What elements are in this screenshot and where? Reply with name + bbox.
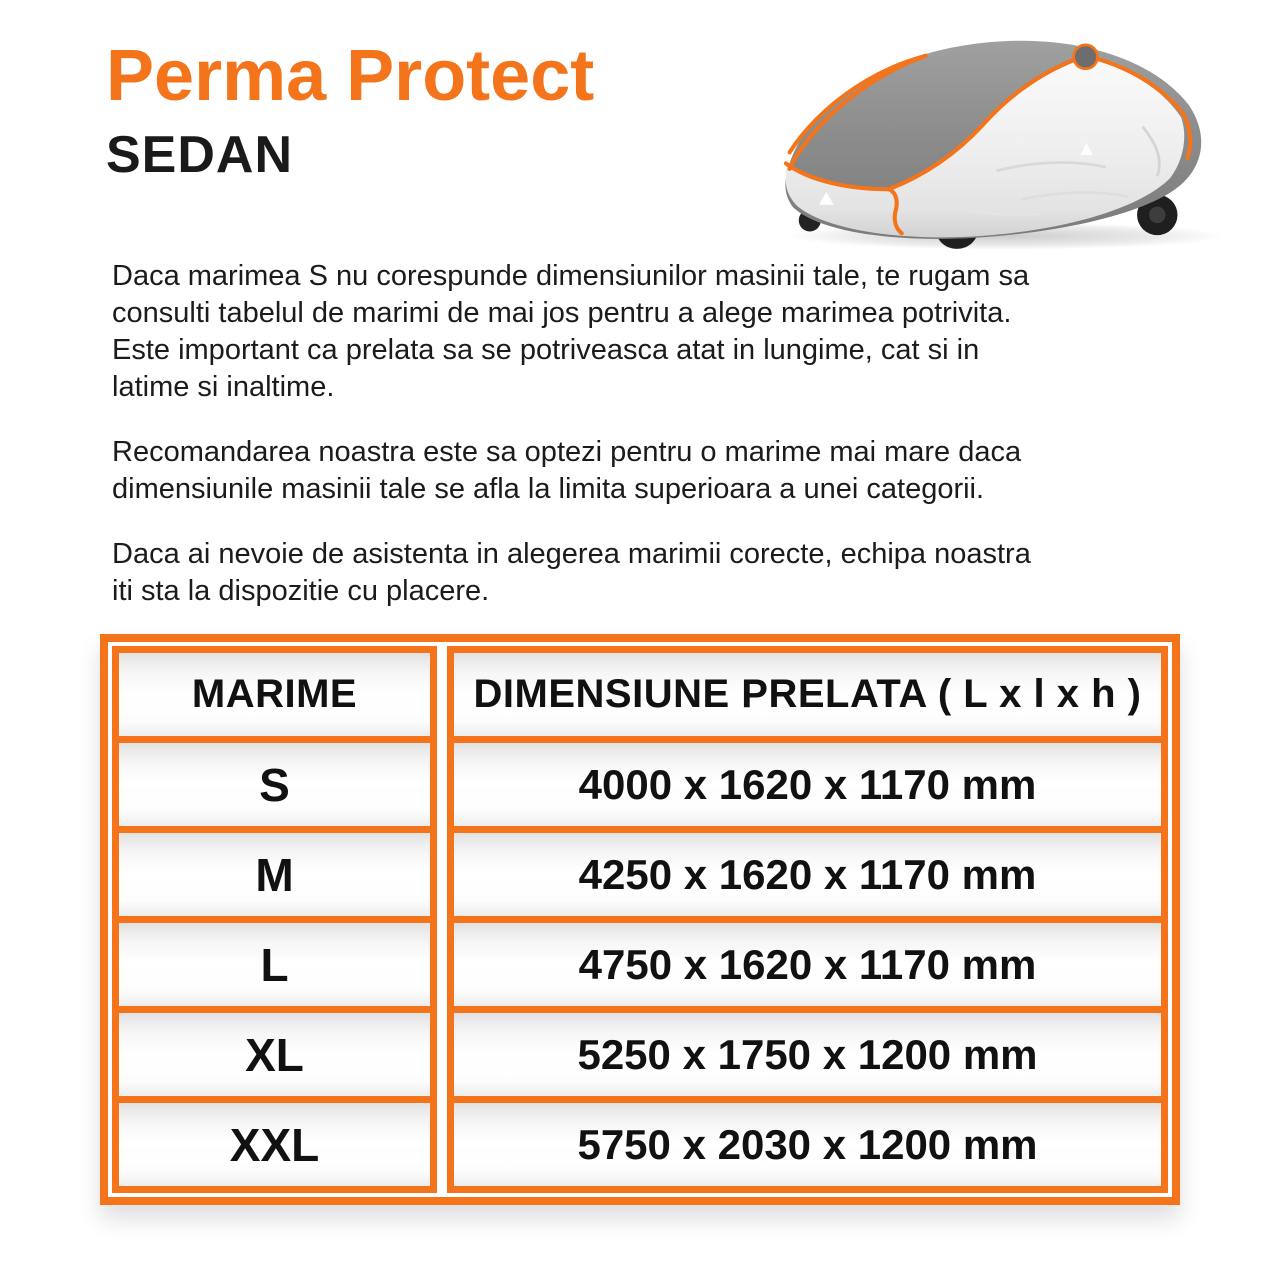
- dimension-cell: 4250 x 1620 x 1170 mm: [447, 826, 1168, 923]
- intro-paragraph-2: Recomandarea noastra este sa optezi pent…: [112, 434, 1202, 508]
- product-subtitle: SEDAN: [106, 126, 294, 185]
- paragraph-line: Recomandarea noastra este sa optezi pent…: [112, 436, 1022, 468]
- paragraph-line: latime si inaltime.: [112, 371, 335, 403]
- size-table: MARIME DIMENSIUNE PRELATA ( L x l x h ) …: [100, 634, 1180, 1205]
- triangle-marker: [818, 191, 834, 205]
- table-row: M 4250 x 1620 x 1170 mm: [112, 826, 1168, 923]
- table-header-marime: MARIME: [112, 646, 437, 743]
- size-cell: M: [112, 826, 437, 923]
- triangle-marker: [1080, 143, 1093, 156]
- size-cell: XL: [112, 1006, 437, 1103]
- car-cover-illustration: [783, 40, 1225, 250]
- size-cell: XXL: [112, 1096, 437, 1193]
- wrinkle-line: [1020, 191, 1129, 201]
- dimension-cell: 4750 x 1620 x 1170 mm: [447, 916, 1168, 1013]
- intro-paragraph-3: Daca ai nevoie de asistenta in alegerea …: [112, 536, 1202, 610]
- page-title: Perma Protect: [106, 36, 595, 116]
- wrinkle-line: [996, 161, 1107, 173]
- rear-wheel-hub: [1148, 206, 1166, 224]
- size-cell: S: [112, 736, 437, 833]
- paragraph-line: consulti tabelul de marimi de mai jos pe…: [112, 297, 1012, 329]
- brand-header: Perma Protect SEDAN: [106, 36, 595, 185]
- intro-paragraph-1: Daca marimea S nu corespunde dimensiunil…: [112, 258, 1202, 406]
- table-header-dimensions: DIMENSIUNE PRELATA ( L x l x h ): [447, 646, 1168, 743]
- table-row: XL 5250 x 1750 x 1200 mm: [112, 1006, 1168, 1103]
- paragraph-line: Daca marimea S nu corespunde dimensiunil…: [112, 260, 1030, 292]
- paragraph-line: Este important ca prelata sa se potrivea…: [112, 334, 980, 366]
- paragraph-line: iti sta la dispozitie cu placere.: [112, 575, 490, 607]
- mirror-pocket: [1072, 43, 1099, 71]
- dimension-cell: 5250 x 1750 x 1200 mm: [447, 1006, 1168, 1103]
- wrinkle-line: [927, 202, 1040, 216]
- car-cover-image: [762, 10, 1240, 258]
- size-cell: L: [112, 916, 437, 1013]
- table-row: XXL 5750 x 2030 x 1200 mm: [112, 1096, 1168, 1193]
- intro-text: Daca marimea S nu corespunde dimensiunil…: [112, 258, 1202, 638]
- dimension-cell: 5750 x 2030 x 1200 mm: [447, 1096, 1168, 1193]
- orange-piping: [783, 53, 1193, 236]
- paragraph-line: Daca ai nevoie de asistenta in alegerea …: [112, 538, 1031, 570]
- table-row: S 4000 x 1620 x 1170 mm: [112, 736, 1168, 833]
- wrinkle-line: [1141, 125, 1161, 177]
- table-row: L 4750 x 1620 x 1170 mm: [112, 916, 1168, 1013]
- dimension-cell: 4000 x 1620 x 1170 mm: [447, 736, 1168, 833]
- paragraph-line: dimensiunile masinii tale se afla la lim…: [112, 473, 985, 505]
- table-header-row: MARIME DIMENSIUNE PRELATA ( L x l x h ): [112, 646, 1168, 743]
